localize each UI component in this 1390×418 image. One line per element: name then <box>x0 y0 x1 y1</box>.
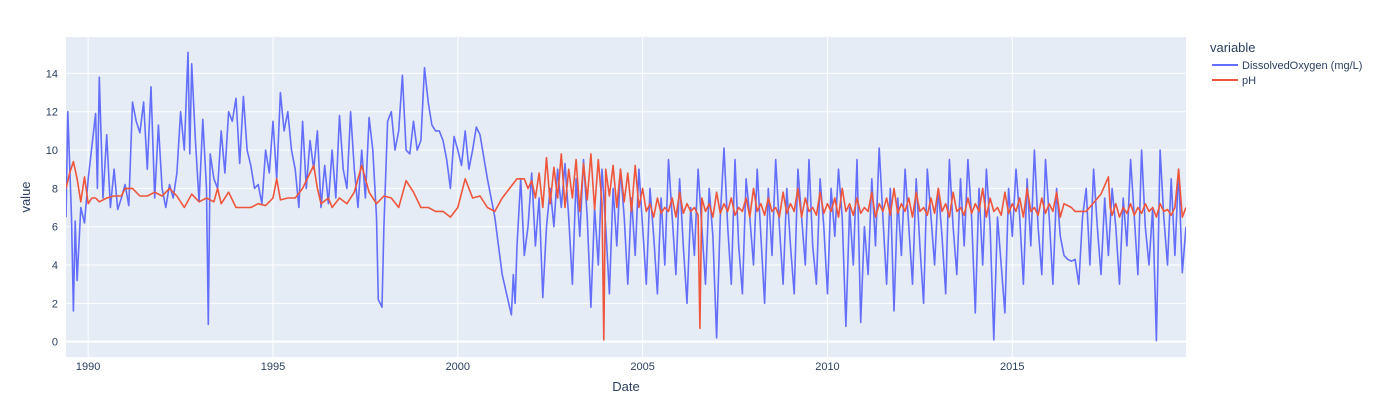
x-tick-label: 1990 <box>76 361 100 373</box>
x-tick-label: 2000 <box>446 361 470 373</box>
x-tick-label: 2005 <box>630 361 654 373</box>
y-tick-label: 2 <box>52 298 58 310</box>
series-layer <box>66 51 1186 342</box>
x-tick-label: 1995 <box>261 361 285 373</box>
y-tick-label: 12 <box>46 107 58 119</box>
x-tick-label: 2010 <box>815 361 839 373</box>
y-axis-ticks: 0 2 4 6 8 10 12 14 <box>46 68 58 348</box>
x-axis-ticks: 1990 1995 2000 2005 2010 2015 <box>76 361 1025 373</box>
y-tick-label: 6 <box>52 222 58 234</box>
y-axis-title: value <box>18 181 33 212</box>
legend-item-dissolved-oxygen[interactable]: DissolvedOxygen (mg/L) <box>1212 60 1362 72</box>
x-tick-label: 2015 <box>1000 361 1024 373</box>
series-line-ph[interactable] <box>66 153 1186 341</box>
y-tick-label: 10 <box>46 145 58 157</box>
x-axis-title: Date <box>612 379 639 394</box>
y-tick-label: 8 <box>52 183 58 195</box>
legend-title: variable <box>1210 40 1256 55</box>
series-line-dissolved-oxygen[interactable] <box>66 51 1186 342</box>
legend-label: DissolvedOxygen (mg/L) <box>1242 60 1362 72</box>
y-tick-label: 14 <box>46 68 58 80</box>
y-tick-label: 0 <box>52 337 58 349</box>
legend-item-ph[interactable]: pH <box>1212 75 1256 87</box>
legend: variable DissolvedOxygen (mg/L) pH <box>1210 40 1362 87</box>
legend-label: pH <box>1242 75 1256 87</box>
y-tick-label: 4 <box>52 260 58 272</box>
